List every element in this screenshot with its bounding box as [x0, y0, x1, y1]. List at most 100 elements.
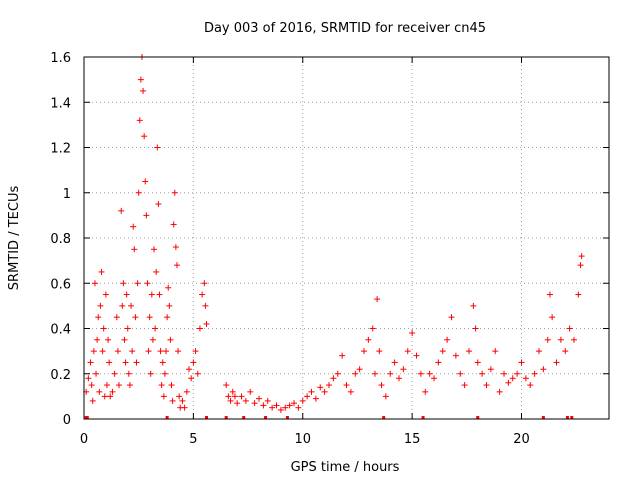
data-point — [343, 382, 350, 389]
y-tick-label: 1.6 — [50, 51, 71, 66]
data-point — [176, 393, 183, 400]
data-point — [159, 359, 166, 366]
data-point — [391, 359, 398, 366]
data-point — [466, 348, 472, 355]
data-point — [158, 382, 165, 389]
data-point — [199, 291, 206, 298]
data-point — [435, 359, 442, 366]
data-point — [100, 325, 107, 332]
data-point — [164, 314, 171, 321]
y-tick-label: 0.2 — [50, 368, 71, 383]
y-tick-label: 0.6 — [50, 277, 71, 292]
data-point — [387, 370, 394, 377]
data-point — [378, 382, 385, 389]
data-point — [172, 244, 179, 251]
data-point — [431, 375, 437, 382]
data-point — [269, 404, 276, 411]
data-point — [141, 133, 148, 140]
data-point — [575, 291, 582, 298]
data-point — [457, 370, 464, 377]
data-point — [89, 397, 96, 404]
data-point — [472, 325, 479, 332]
data-point — [151, 246, 157, 253]
data-point — [155, 201, 162, 208]
y-tick-label: 0.4 — [50, 323, 71, 338]
data-point — [527, 382, 534, 389]
data-point — [149, 336, 156, 343]
data-point — [317, 384, 324, 391]
data-point — [175, 348, 182, 355]
data-point — [85, 375, 92, 382]
data-point — [474, 359, 481, 366]
data-point — [409, 330, 416, 337]
data-point — [371, 370, 378, 377]
data-point — [132, 314, 139, 321]
data-point — [98, 268, 105, 275]
data-point — [188, 375, 195, 382]
data-point — [186, 366, 192, 373]
grid-lines — [84, 57, 609, 419]
data-point — [339, 352, 346, 359]
data-point — [251, 400, 258, 407]
data-point — [347, 388, 354, 395]
data-point — [90, 348, 97, 355]
x-tick-label: 15 — [404, 432, 421, 447]
data-point — [103, 382, 110, 389]
data-point — [479, 370, 486, 377]
data-point — [509, 375, 516, 382]
data-point — [260, 402, 267, 409]
data-point — [540, 366, 547, 373]
data-point — [179, 397, 186, 404]
data-point — [227, 397, 234, 404]
x-tick-label: 10 — [294, 432, 311, 447]
data-point — [557, 336, 564, 343]
data-point — [242, 397, 249, 404]
y-axis-label: SRMTID / TECUs — [7, 186, 22, 291]
data-point — [492, 348, 499, 355]
data-point — [439, 348, 446, 355]
data-point — [128, 302, 135, 309]
y-tick-label: 0.8 — [50, 232, 71, 247]
data-point — [146, 314, 153, 321]
x-tick-label: 0 — [80, 432, 88, 447]
data-point — [94, 336, 101, 343]
data-point — [192, 348, 199, 355]
data-point — [334, 370, 341, 377]
y-tick-label: 0 — [63, 413, 71, 428]
data-point — [183, 388, 190, 395]
y-tick-label: 1 — [63, 187, 71, 202]
data-point — [171, 189, 178, 196]
data-point — [99, 348, 106, 355]
data-point — [143, 212, 150, 219]
data-point — [286, 402, 293, 409]
data-point — [501, 370, 507, 377]
data-point — [417, 370, 424, 377]
data-point — [382, 393, 389, 400]
data-point — [264, 397, 271, 404]
data-point — [299, 397, 306, 404]
data-point — [130, 223, 137, 230]
data-point — [225, 393, 232, 400]
data-point — [196, 325, 203, 332]
data-point — [361, 348, 367, 355]
data-point — [356, 366, 363, 373]
data-point — [173, 262, 180, 269]
x-tick-label: 20 — [513, 432, 530, 447]
data-point — [169, 397, 176, 404]
data-point — [295, 404, 302, 411]
data-point — [165, 284, 172, 291]
data-point — [91, 280, 98, 287]
data-point — [396, 375, 402, 382]
data-point — [113, 314, 120, 321]
data-point — [147, 370, 154, 377]
data-point — [229, 388, 236, 395]
data-point — [142, 178, 149, 185]
data-point — [571, 336, 577, 343]
data-point — [483, 382, 490, 389]
data-point — [376, 348, 383, 355]
data-point — [190, 359, 197, 366]
data-point — [144, 280, 151, 287]
data-point — [202, 302, 209, 309]
data-point — [167, 336, 174, 343]
data-point — [134, 280, 141, 287]
